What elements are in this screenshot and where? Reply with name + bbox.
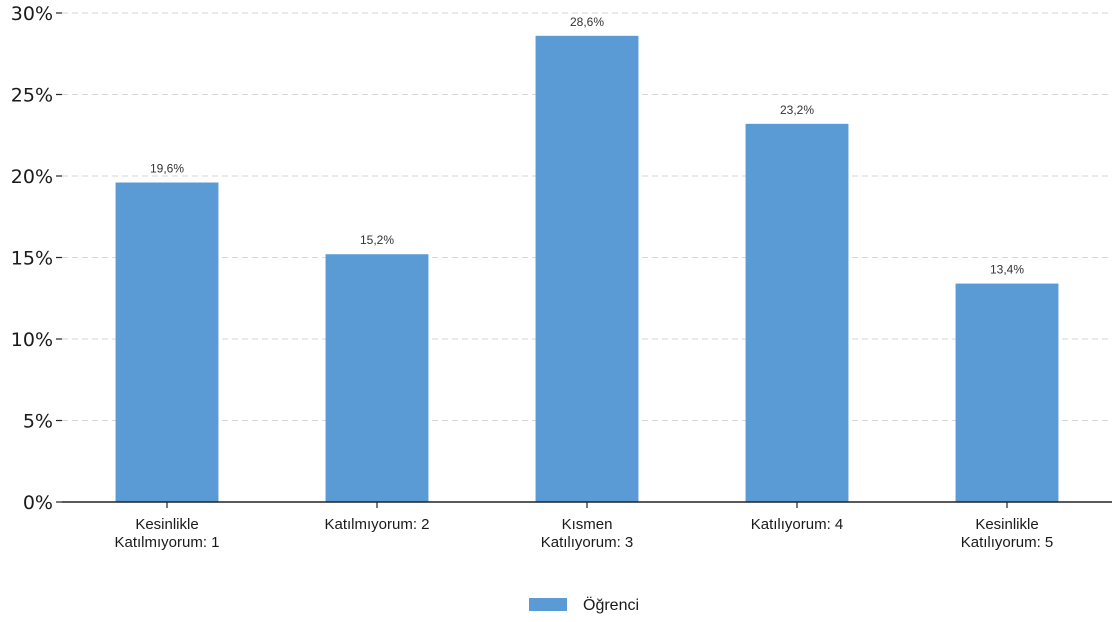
x-tick-label-line: Katılıyorum: 4 [751, 516, 844, 533]
y-tick-label: 25% [11, 85, 53, 107]
y-tick-label: 10% [11, 329, 53, 351]
x-tick-label: Katılmıyorum: 2 [324, 516, 429, 533]
legend-label-ogrenci: Öğrenci [583, 596, 639, 614]
y-tick-label: 0% [23, 492, 53, 514]
x-tick-label-line: Kısmen [562, 516, 613, 533]
x-tick-label: Katılıyorum: 4 [751, 516, 844, 533]
y-tick-label: 15% [11, 248, 53, 270]
data-label: 15,2% [360, 233, 394, 247]
bar [325, 254, 429, 502]
x-tick-label-line: Katılmıyorum: 2 [324, 516, 429, 533]
x-tick-label-line: Katılmıyorum: 1 [114, 534, 219, 551]
bar [745, 123, 849, 502]
y-tick-label: 30% [11, 3, 53, 25]
bar [955, 283, 1059, 502]
bars [115, 35, 1059, 502]
data-labels: 19,6% 15,2% 28,6% 23,2% 13,4% [150, 15, 1024, 277]
data-label: 23,2% [780, 103, 814, 117]
x-tick-label: Kısmen Katılıyorum: 3 [541, 516, 634, 551]
x-tick-label-line: Katılıyorum: 5 [961, 534, 1054, 551]
x-tick-label: Kesinlikle Katılmıyorum: 1 [114, 516, 219, 551]
x-tick-label-line: Katılıyorum: 3 [541, 534, 634, 551]
y-tick-label: 20% [11, 166, 53, 188]
y-axis-ticks: 0% 5% 10% 15% 20% 25% 30% [11, 3, 62, 514]
data-label: 28,6% [570, 15, 604, 29]
bar [535, 35, 639, 502]
x-tick-label-line: Kesinlikle [135, 516, 198, 533]
legend: Öğrenci [529, 596, 639, 614]
data-label: 13,4% [990, 263, 1024, 277]
y-tick-label: 5% [23, 411, 53, 433]
x-tick-label-line: Kesinlikle [975, 516, 1038, 533]
bar [115, 182, 219, 502]
legend-swatch-ogrenci [529, 598, 567, 611]
data-label: 19,6% [150, 162, 184, 176]
x-tick-label: Kesinlikle Katılıyorum: 5 [961, 516, 1054, 551]
